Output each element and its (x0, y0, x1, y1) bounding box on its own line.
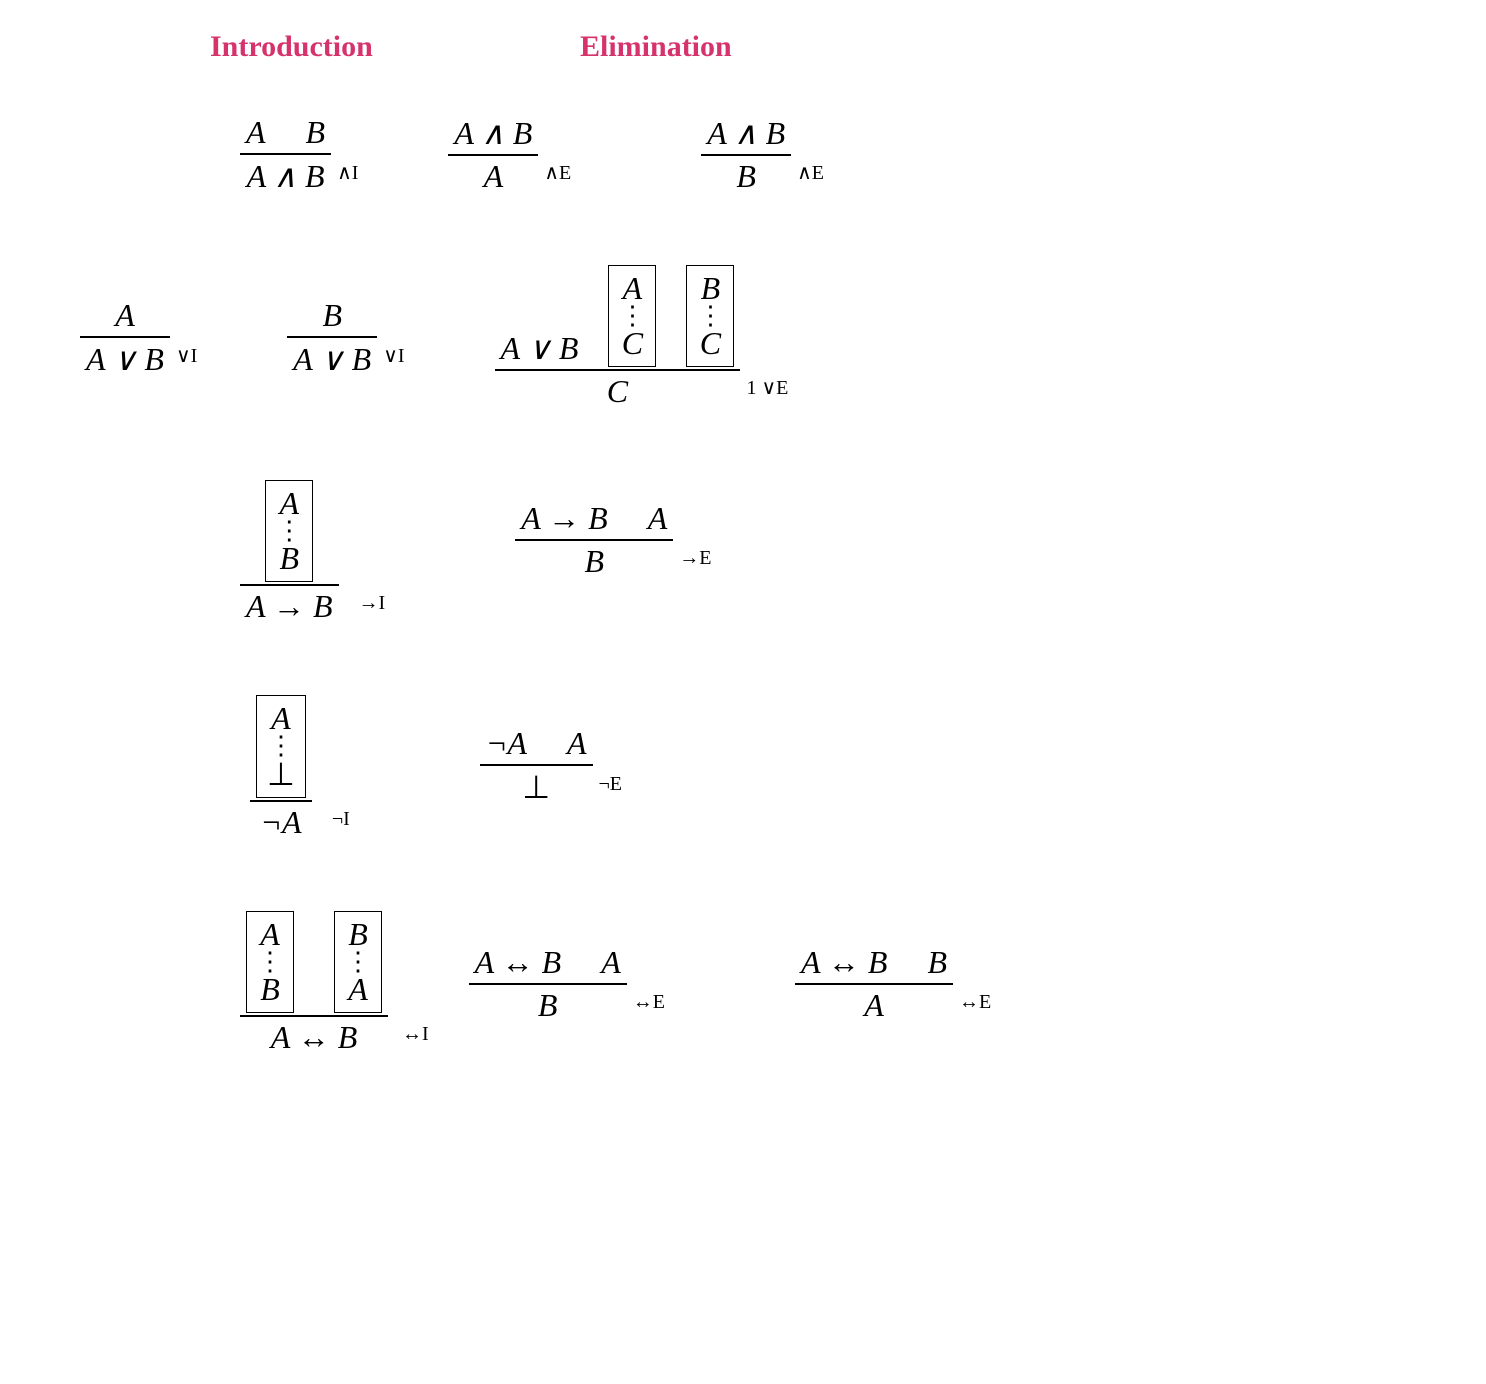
premise: A (115, 297, 135, 334)
row-biconditional: A B B A A ↔ B ↔I A ↔ B A B (40, 911, 1446, 1056)
premise: A ∨ B (501, 329, 579, 367)
premise: A (601, 944, 621, 981)
hypothesis-box: A B (265, 480, 313, 582)
rule-label: ∨I (176, 343, 197, 368)
conclusion: B (730, 156, 762, 195)
premise: A ↔ B (475, 944, 562, 981)
rule-label: →E (679, 547, 711, 570)
derived: B (260, 971, 280, 1008)
vdots-icon (697, 311, 723, 321)
rule-iff-elim-right: A ↔ B B A ↔E (795, 944, 991, 1024)
column-headers: Introduction Elimination (40, 30, 1446, 64)
conclusion: A ∧ B (241, 155, 331, 195)
vdots-icon (345, 957, 371, 967)
rule-neg-intro: A ⊥ ¬A ¬I (250, 695, 350, 841)
row-disjunction: A A ∨ B ∨I B A ∨ B ∨I A ∨ B A C B (40, 265, 1446, 410)
rule-label: ∨I (383, 343, 404, 368)
hypothesis-box: A B (246, 911, 294, 1013)
rule-iff-elim-left: A ↔ B A B ↔E (469, 944, 665, 1024)
rule-or-intro-left: A A ∨ B ∨I (80, 297, 197, 378)
premise: B (306, 114, 326, 151)
premise: A (648, 500, 668, 537)
row-implication: A B A → B →I A → B A B →E (40, 480, 1446, 625)
premise: A (246, 114, 266, 151)
vdots-icon (276, 526, 302, 536)
hypothesis-box: B A (334, 911, 382, 1013)
conclusion: A ∨ B (80, 338, 170, 378)
conclusion: ¬A (254, 802, 307, 841)
rule-and-elim-right: A ∧ B B ∧E (701, 114, 824, 195)
rule-label: ↔E (633, 991, 665, 1014)
conclusion: A ↔ B (265, 1017, 364, 1056)
hypothesis-box: A C (608, 265, 656, 367)
rule-and-intro: A B A ∧ B ∧I (240, 114, 358, 195)
hypothesis-box: B C (686, 265, 734, 367)
header-elimination: Elimination (580, 30, 732, 64)
vdots-icon (619, 311, 645, 321)
conclusion: B (578, 541, 610, 580)
rule-or-elim: A ∨ B A C B C C 1 ∨E (495, 265, 789, 410)
row-negation: A ⊥ ¬A ¬I ¬A A ⊥ ¬E (40, 695, 1446, 841)
premise: ¬A (486, 725, 527, 762)
rule-label: ∧E (544, 160, 571, 185)
rule-label: ¬E (599, 773, 623, 796)
derived-bottom: ⊥ (267, 755, 295, 793)
conclusion: A (858, 985, 890, 1024)
rule-neg-elim: ¬A A ⊥ ¬E (480, 725, 622, 806)
rule-or-intro-right: B A ∨ B ∨I (287, 297, 404, 378)
premise: A ∧ B (707, 114, 785, 152)
rule-label: →I (359, 592, 386, 615)
premise: A (567, 725, 587, 762)
premise: A → B (521, 500, 608, 537)
premise: B (322, 297, 342, 334)
vdots-icon (268, 741, 294, 751)
conclusion: A ∨ B (287, 338, 377, 378)
rule-label: ∧E (797, 160, 824, 185)
derived: C (622, 325, 643, 362)
vdots-icon (257, 957, 283, 967)
rule-label: ↔I (402, 1023, 429, 1046)
premise: A ↔ B (801, 944, 888, 981)
rule-label: 1 ∨E (746, 375, 788, 400)
rule-and-elim-left: A ∧ B A ∧E (448, 114, 571, 195)
conclusion: A → B (240, 586, 339, 625)
conclusion: ⊥ (516, 766, 556, 806)
rule-label: ∧I (337, 160, 358, 185)
derived: A (348, 971, 368, 1008)
rule-label: ¬I (332, 808, 350, 831)
hypothesis-box: A ⊥ (256, 695, 306, 798)
derived: C (700, 325, 721, 362)
conclusion: A (478, 156, 510, 195)
conclusion: B (532, 985, 564, 1024)
header-introduction: Introduction (210, 30, 550, 64)
rule-imp-intro: A B A → B →I (240, 480, 385, 625)
premise: B (927, 944, 947, 981)
rule-label: ↔E (959, 991, 991, 1014)
row-conjunction: A B A ∧ B ∧I A ∧ B A ∧E A ∧ B B ∧E (40, 114, 1446, 195)
rule-iff-intro: A B B A A ↔ B ↔I (240, 911, 429, 1056)
derived: B (279, 540, 299, 577)
rule-imp-elim: A → B A B →E (515, 500, 711, 580)
conclusion: C (601, 371, 634, 410)
premise: A ∧ B (454, 114, 532, 152)
